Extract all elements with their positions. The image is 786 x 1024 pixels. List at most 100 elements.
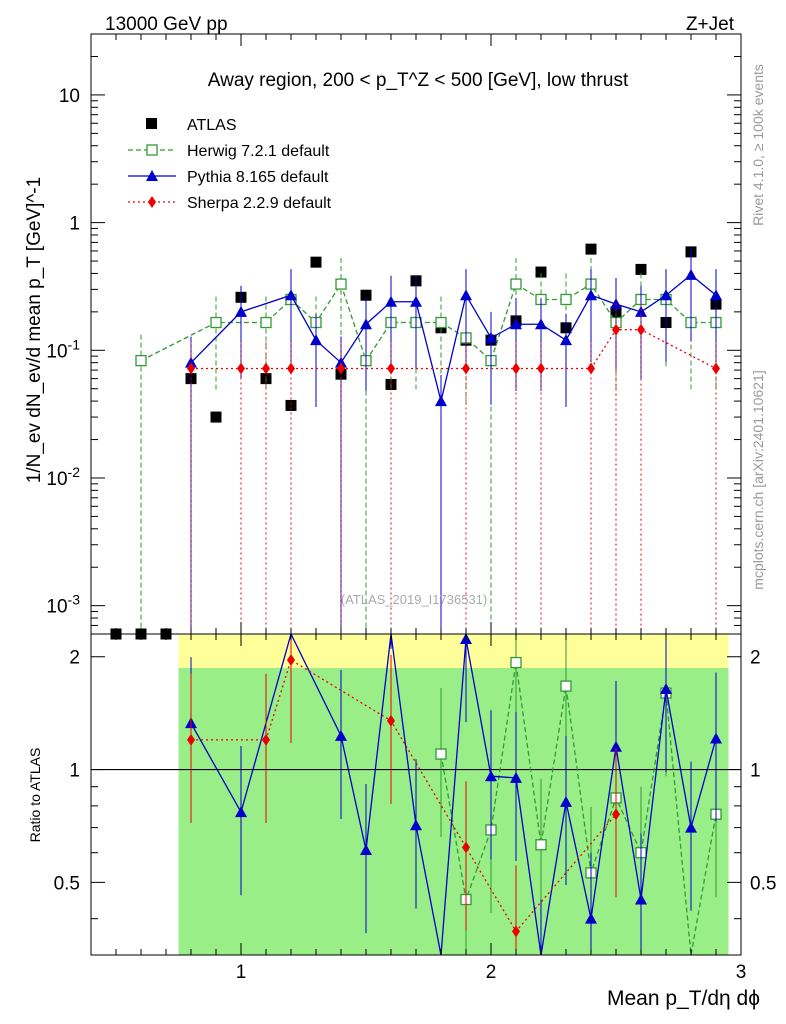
ratio-marker-1	[485, 770, 497, 782]
ratio-band-green	[178, 668, 729, 955]
y-tick-label-ratio: 2	[69, 648, 80, 669]
x-tick-label: 2	[486, 962, 497, 983]
y-axis-label-main: 1/N_ev dN_ev/d mean p_T [GeV]^-1	[24, 177, 45, 483]
series-marker-2	[537, 362, 545, 375]
data-point-atlas	[585, 243, 597, 255]
series-marker-1	[435, 395, 447, 407]
data-point-atlas	[210, 411, 222, 423]
ratio-marker-1	[360, 844, 372, 856]
series-marker-2	[712, 362, 720, 375]
ratio-marker-2	[512, 925, 520, 938]
series-marker-1	[360, 318, 372, 330]
ratio-marker-1	[560, 795, 572, 807]
series-marker-2	[587, 362, 595, 375]
series-marker-1	[510, 318, 522, 330]
series-marker-2	[237, 362, 245, 375]
legend-marker-atlas	[146, 118, 157, 129]
y-axis-label-ratio: Ratio to ATLAS	[27, 748, 43, 843]
y-tick-label-ratio-right: 2	[750, 648, 761, 669]
legend-entry: Sherpa 2.2.9 default	[187, 195, 332, 212]
ratio-marker-1	[410, 819, 422, 831]
series-marker-1	[660, 289, 672, 301]
ratio-marker-1	[335, 729, 347, 741]
ratio-marker-2	[387, 714, 395, 727]
chart-title: Away region, 200 < p_T^Z < 500 [GeV], lo…	[208, 70, 629, 91]
series-marker-2	[337, 362, 345, 375]
series-marker-2	[637, 323, 645, 336]
ratio-marker-1	[685, 821, 697, 833]
series-marker-2	[462, 362, 470, 375]
y-tick-label-main: 1	[69, 214, 80, 235]
series-marker-1	[335, 356, 347, 368]
series-marker-1	[635, 305, 647, 317]
series-marker-1	[285, 289, 297, 301]
series-marker-0	[335, 278, 347, 290]
ratio-marker-1	[585, 912, 597, 924]
series-marker-1	[685, 268, 697, 280]
series-marker-0	[510, 278, 522, 290]
y-tick-label-ratio: 1	[69, 761, 80, 782]
ratio-marker-2	[612, 808, 620, 821]
ratio-marker-1	[710, 732, 722, 744]
data-point-atlas	[535, 266, 547, 278]
ratio-uncertainty-bands	[178, 634, 729, 955]
series-marker-0	[135, 354, 147, 367]
series-line-0	[140, 282, 716, 363]
ratio-marker-2	[262, 733, 270, 746]
ratio-marker-0	[535, 839, 547, 851]
legend-entry: Pythia 8.165 default	[187, 169, 329, 186]
data-point-atlas	[635, 263, 647, 275]
series-marker-1	[585, 289, 597, 301]
ratio-marker-2	[187, 733, 195, 746]
series-marker-2	[262, 362, 270, 375]
legend-marker	[146, 144, 158, 156]
legend-marker	[148, 196, 156, 208]
series-marker-2	[387, 362, 395, 375]
series-marker-0	[210, 316, 222, 329]
data-point-atlas	[360, 289, 372, 301]
series-marker-2	[287, 362, 295, 375]
y-tick-label-main: 10-2	[46, 464, 80, 490]
ratio-line-0	[440, 662, 717, 956]
series-marker-1	[385, 295, 397, 307]
ratio-marker-1	[660, 683, 672, 695]
series-marker-1	[410, 295, 422, 307]
series-marker-1	[235, 305, 247, 317]
ratio-marker-0	[435, 748, 447, 760]
data-point-atlas	[285, 399, 297, 411]
ratio-marker-1	[635, 893, 647, 905]
series-marker-1	[310, 334, 322, 346]
y-tick-label-main: 10-3	[46, 592, 80, 618]
energy-label: 13000 GeV pp	[105, 14, 228, 35]
y-tick-label-ratio-right: 0.5	[750, 873, 776, 894]
series-marker-2	[187, 362, 195, 375]
axis-ticks: 1 2 3 10-3 10-2 10-1 1 10 0.5 0.5 1 1 2 2	[46, 33, 776, 983]
ratio-marker-2	[462, 841, 470, 854]
legend-entry: Herwig 7.2.1 default	[187, 143, 330, 160]
analysis-watermark: (ATLAS_2019_I1736531)	[341, 592, 487, 607]
x-axis-label: Mean p_T/dη dϕ	[607, 987, 760, 1010]
data-point-atlas	[310, 256, 322, 268]
series-marker-2	[512, 362, 520, 375]
x-tick-label: 3	[736, 962, 747, 983]
y-tick-label-ratio: 0.5	[54, 873, 80, 894]
series-marker-1	[610, 298, 622, 310]
series-marker-1	[185, 356, 197, 368]
x-tick-label: 1	[236, 962, 247, 983]
series-marker-1	[535, 318, 547, 330]
legend: ATLAS Herwig 7.2.1 default Pythia 8.165 de…	[128, 117, 332, 212]
ratio-marker-1	[235, 806, 247, 818]
mcplots-label: mcplots.cern.ch [arXiv:2401.10621]	[750, 370, 766, 589]
series-marker-1	[460, 289, 472, 301]
series-marker-0	[560, 293, 572, 306]
legend-entry: ATLAS	[187, 117, 237, 134]
y-tick-label-ratio-right: 1	[750, 761, 761, 782]
ratio-marker-2	[287, 654, 295, 667]
series-marker-1	[485, 331, 497, 343]
legend-marker	[146, 170, 158, 181]
series-marker-0	[435, 316, 447, 329]
ratio-marker-0	[560, 680, 572, 692]
y-tick-label-main: 10-1	[46, 336, 80, 362]
y-tick-label-main: 10	[59, 86, 80, 107]
